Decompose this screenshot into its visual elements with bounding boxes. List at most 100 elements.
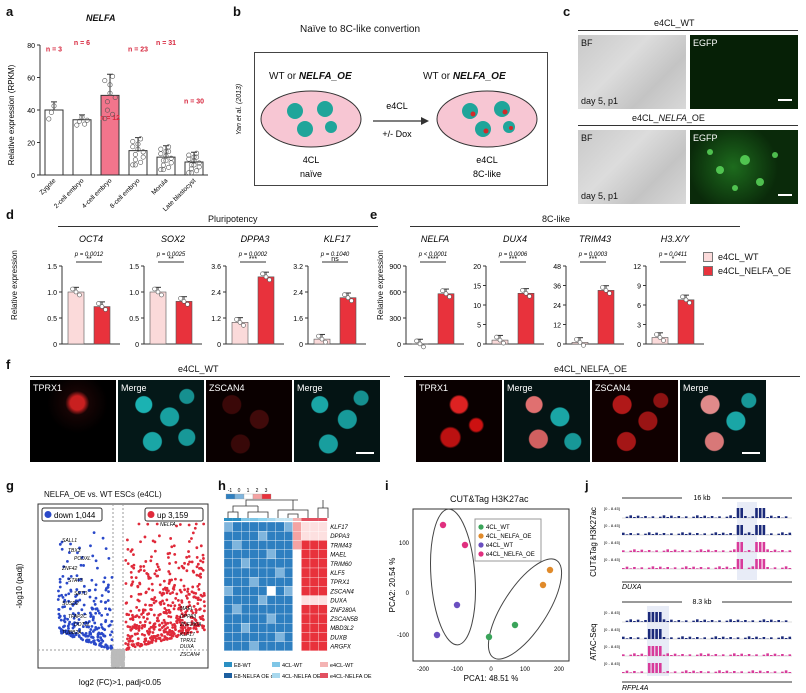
track-signal <box>666 567 669 569</box>
heatmap-cell <box>266 632 276 642</box>
track-signal <box>766 567 769 569</box>
up-point <box>153 549 157 553</box>
point <box>687 300 692 306</box>
track-signal <box>640 621 644 622</box>
track-signal <box>747 567 751 569</box>
up-point <box>151 631 155 634</box>
track-signal <box>755 672 758 673</box>
track-signal <box>636 655 640 656</box>
gene-title: KLF17 <box>324 234 352 244</box>
heatmap-cell <box>292 531 302 541</box>
heatmap-cell <box>249 595 259 605</box>
point <box>414 338 419 344</box>
pca-legend-marker <box>478 533 484 539</box>
track-signal <box>655 568 658 569</box>
down-point <box>73 621 76 625</box>
p-value: p = 0.0025 <box>156 252 186 258</box>
up-point <box>191 585 195 589</box>
heatmap-cell <box>258 613 268 624</box>
up-point <box>186 590 189 593</box>
heatmap-cell <box>232 531 242 541</box>
track-signal <box>633 671 636 673</box>
pca-legend-marker <box>478 524 484 530</box>
up-point <box>173 552 177 556</box>
track-signal <box>696 550 699 552</box>
down-point <box>82 590 86 594</box>
track-signal <box>729 515 732 518</box>
j-bottom-scale: 8.3 kb <box>692 599 711 606</box>
heatmap-group-bar <box>249 518 259 521</box>
heatmap-cell <box>284 540 293 550</box>
up-point <box>194 611 198 614</box>
a-point <box>188 166 194 172</box>
point <box>657 335 663 340</box>
track-signal <box>633 567 636 569</box>
up-point <box>130 564 134 568</box>
up-point <box>201 553 205 557</box>
heatmap-cell <box>275 521 285 532</box>
panel-label-g: g <box>6 478 14 493</box>
ytick-label: 900 <box>389 264 401 271</box>
track-signal <box>718 670 721 673</box>
down-point <box>72 624 76 628</box>
p-value: p = 0.0003 <box>578 252 608 258</box>
heatmap-legend-label: e4CL-WT <box>330 663 354 669</box>
track-signal <box>670 619 673 622</box>
pca-xtick: 100 <box>520 667 531 673</box>
track-signal <box>707 517 710 518</box>
down-point <box>82 603 86 607</box>
down-point <box>106 599 110 602</box>
track-signal <box>714 636 718 639</box>
track-signal <box>718 534 721 535</box>
up-point <box>137 608 141 612</box>
right-caption-1: e4CL <box>476 155 498 165</box>
point <box>73 289 79 295</box>
up-point <box>194 596 198 600</box>
point <box>600 285 605 290</box>
up-point <box>126 562 130 566</box>
track-signal <box>721 672 725 673</box>
heatmap-cell <box>301 577 311 587</box>
heatmap-cell <box>223 549 233 559</box>
track-signal <box>751 516 755 518</box>
up-point <box>126 634 130 637</box>
up-point <box>195 573 199 577</box>
up-point <box>144 590 148 594</box>
bf-image-wt: BF day 5, p1 <box>578 35 686 109</box>
down-point <box>99 600 103 603</box>
up-point <box>139 540 142 544</box>
up-point <box>197 582 201 586</box>
a-point <box>130 144 136 150</box>
heatmap-cell <box>284 521 293 532</box>
up-point <box>124 642 128 645</box>
heatmap-cell <box>309 595 319 605</box>
up-point <box>173 604 177 608</box>
track-signal <box>733 567 736 569</box>
pca-xtick: -100 <box>451 667 464 673</box>
track-signal <box>710 533 714 535</box>
down-point <box>93 628 97 632</box>
a-point <box>186 170 192 176</box>
heatmap-cell <box>266 531 276 541</box>
up-point <box>147 587 151 591</box>
track-signal <box>770 533 773 535</box>
up-point <box>155 562 159 566</box>
track-signal <box>770 551 773 552</box>
f-oe-zscan4: ZSCAN4 <box>592 380 678 462</box>
down-point <box>66 559 69 563</box>
down-point <box>104 620 107 624</box>
up-point <box>124 582 128 585</box>
up-point <box>196 598 200 602</box>
heatmap-cell <box>292 577 302 587</box>
track-signal <box>781 567 784 569</box>
up-point <box>138 581 142 585</box>
track-signal <box>733 653 736 656</box>
up-point <box>166 603 170 607</box>
track-signal <box>684 534 688 535</box>
track-signal <box>718 620 721 622</box>
down-point <box>99 642 102 646</box>
track-signal <box>721 568 725 569</box>
up-point <box>166 626 169 630</box>
point <box>237 320 243 325</box>
up-point <box>156 616 159 620</box>
